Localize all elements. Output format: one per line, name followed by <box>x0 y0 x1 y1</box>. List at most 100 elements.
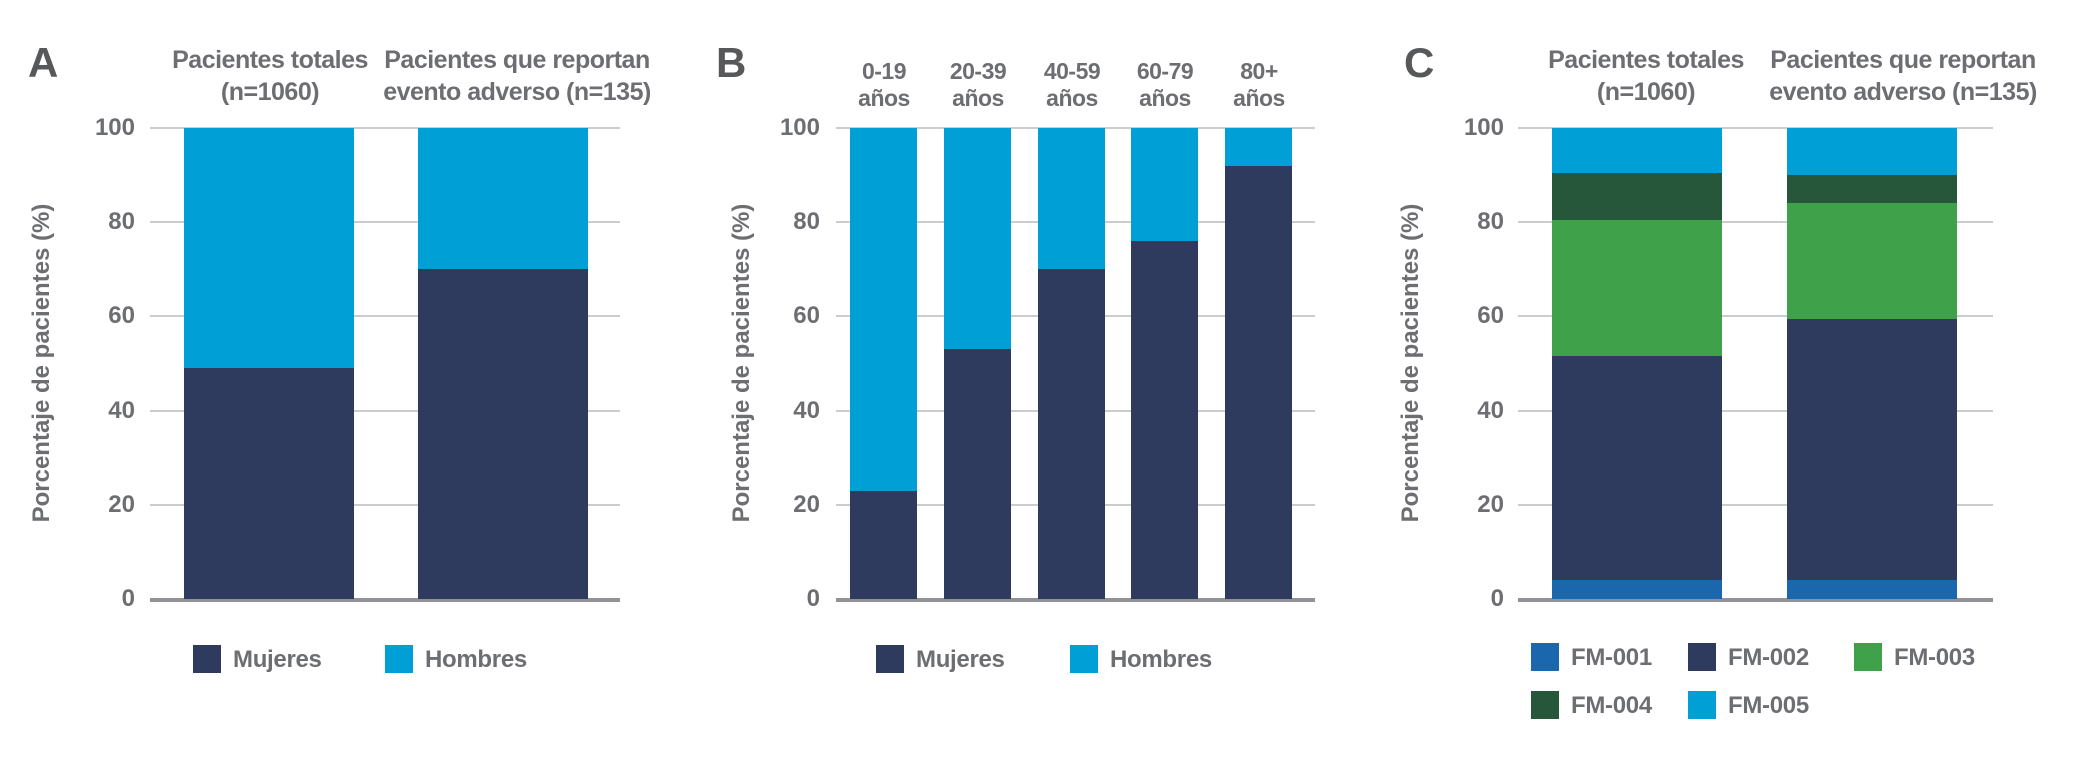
gridline <box>150 127 620 129</box>
gridline <box>150 221 620 224</box>
category-label-line: Pacientes que reportan <box>1770 46 2036 74</box>
x-axis-baseline <box>150 598 620 602</box>
legend-swatch-mujeres <box>193 645 221 673</box>
bar-segment-fm-003 <box>1552 219 1722 357</box>
y-tick-label: 80 <box>793 208 820 236</box>
bar-segment-mujeres <box>850 490 917 599</box>
gridline <box>150 409 620 412</box>
y-tick-label: 60 <box>1477 302 1504 330</box>
y-tick-label: 60 <box>108 302 135 330</box>
y-tick-label: 20 <box>108 490 135 518</box>
category-label-line: evento adverso (n=135) <box>383 78 651 106</box>
bar-segment-mujeres <box>184 368 354 599</box>
legend-label: Mujeres <box>916 646 1005 673</box>
bar-segment-fm-001 <box>1552 580 1722 599</box>
panel-c-y-axis-label: Porcentaje de pacientes (%) <box>1397 203 1424 523</box>
category-label-line: años <box>1139 85 1191 111</box>
panel-a-letter: A <box>28 39 59 86</box>
legend-label: FM-001 <box>1571 644 1652 671</box>
bar-segment-fm-004 <box>1552 172 1722 220</box>
category-label-line: 0-19 <box>861 58 907 84</box>
panel-b-letter: B <box>716 39 747 86</box>
y-tick-label: 20 <box>793 490 820 518</box>
legend-label: Hombres <box>1110 646 1212 673</box>
category-label-line: Pacientes totales <box>172 46 368 74</box>
gridline <box>150 315 620 318</box>
legend-label: FM-003 <box>1894 644 1975 671</box>
category-label-line: años <box>858 85 910 111</box>
y-tick-label: 80 <box>1477 208 1504 236</box>
bar-segment-fm-002 <box>1552 356 1722 581</box>
legend-swatch-fm-001 <box>1531 643 1559 671</box>
bar-segment-hombres <box>1038 128 1105 270</box>
bar-segment-hombres <box>850 128 917 491</box>
y-tick-label: 40 <box>1477 396 1504 424</box>
gridline <box>1518 221 1993 224</box>
bar-segment-fm-005 <box>1787 128 1957 176</box>
y-tick-label: 20 <box>1477 490 1504 518</box>
bar-segment-fm-002 <box>1787 318 1957 581</box>
panel-c-letter: C <box>1404 39 1435 86</box>
y-tick-label: 80 <box>108 208 135 236</box>
legend-swatch-hombres <box>1070 645 1098 673</box>
bar-segment-hombres <box>184 128 354 369</box>
category-label-line: Pacientes totales <box>1548 46 1744 74</box>
x-axis-baseline <box>836 598 1315 602</box>
legend-swatch-fm-005 <box>1688 691 1716 719</box>
x-axis-baseline <box>1518 598 1993 602</box>
gridline <box>1518 127 1993 129</box>
category-label-line: 40-59 <box>1043 58 1101 84</box>
legend-label: FM-002 <box>1728 644 1809 671</box>
category-label: Pacientes que reportan evento adverso (n=… <box>383 44 651 108</box>
bar-segment-fm-005 <box>1552 128 1722 173</box>
bar-segment-fm-004 <box>1787 175 1957 204</box>
y-tick-label: 40 <box>108 396 135 424</box>
bar-segment-mujeres <box>1131 241 1198 599</box>
legend-label: FM-005 <box>1728 692 1809 719</box>
gridline <box>1518 409 1993 412</box>
legend-label: Hombres <box>425 646 527 673</box>
category-label-line: (n=1060) <box>1596 78 1696 106</box>
gridline <box>1518 503 1993 506</box>
bar-segment-fm-001 <box>1787 580 1957 599</box>
category-label-line: Pacientes que reportan <box>384 46 650 74</box>
bar-segment-fm-003 <box>1787 203 1957 319</box>
y-tick-label: 60 <box>793 302 820 330</box>
legend-swatch-fm-003 <box>1854 643 1882 671</box>
gridline <box>1518 315 1993 318</box>
category-label-line: años <box>1233 85 1285 111</box>
category-label: Pacientes totales (n=1060) <box>172 44 368 108</box>
category-label: Pacientes que reportan evento adverso (n=… <box>1769 44 2037 108</box>
y-tick-label: 100 <box>779 114 820 141</box>
bar-segment-hombres <box>1131 128 1198 242</box>
y-tick-label: 0 <box>1490 585 1504 612</box>
category-label: 80+ años <box>1233 58 1285 112</box>
y-tick-label: 0 <box>806 585 820 612</box>
category-label: 60-79 años <box>1137 58 1194 112</box>
category-label-line: 80+ <box>1240 58 1278 84</box>
bar-segment-hombres <box>1225 128 1292 166</box>
y-tick-label: 0 <box>121 585 135 612</box>
legend-label: Mujeres <box>233 646 322 673</box>
category-label-line: 20-39 <box>949 58 1007 84</box>
bar-segment-hombres <box>944 128 1011 350</box>
category-label: 0-19 años <box>858 58 910 112</box>
category-label: 20-39 años <box>949 58 1007 112</box>
legend-swatch-fm-004 <box>1531 691 1559 719</box>
category-label-line: evento adverso (n=135) <box>1769 78 2037 106</box>
legend-label: FM-004 <box>1571 692 1652 719</box>
y-tick-label: 100 <box>1463 114 1504 141</box>
gridline <box>150 503 620 506</box>
legend-swatch-mujeres <box>876 645 904 673</box>
y-tick-label: 100 <box>94 114 135 141</box>
bar-segment-mujeres <box>944 349 1011 599</box>
category-label-line: (n=1060) <box>220 78 320 106</box>
category-label: Pacientes totales (n=1060) <box>1548 44 1744 108</box>
bar-segment-hombres <box>418 128 588 270</box>
bar-segment-mujeres <box>418 269 588 599</box>
y-tick-label: 40 <box>793 396 820 424</box>
category-label: 40-59 años <box>1043 58 1101 112</box>
